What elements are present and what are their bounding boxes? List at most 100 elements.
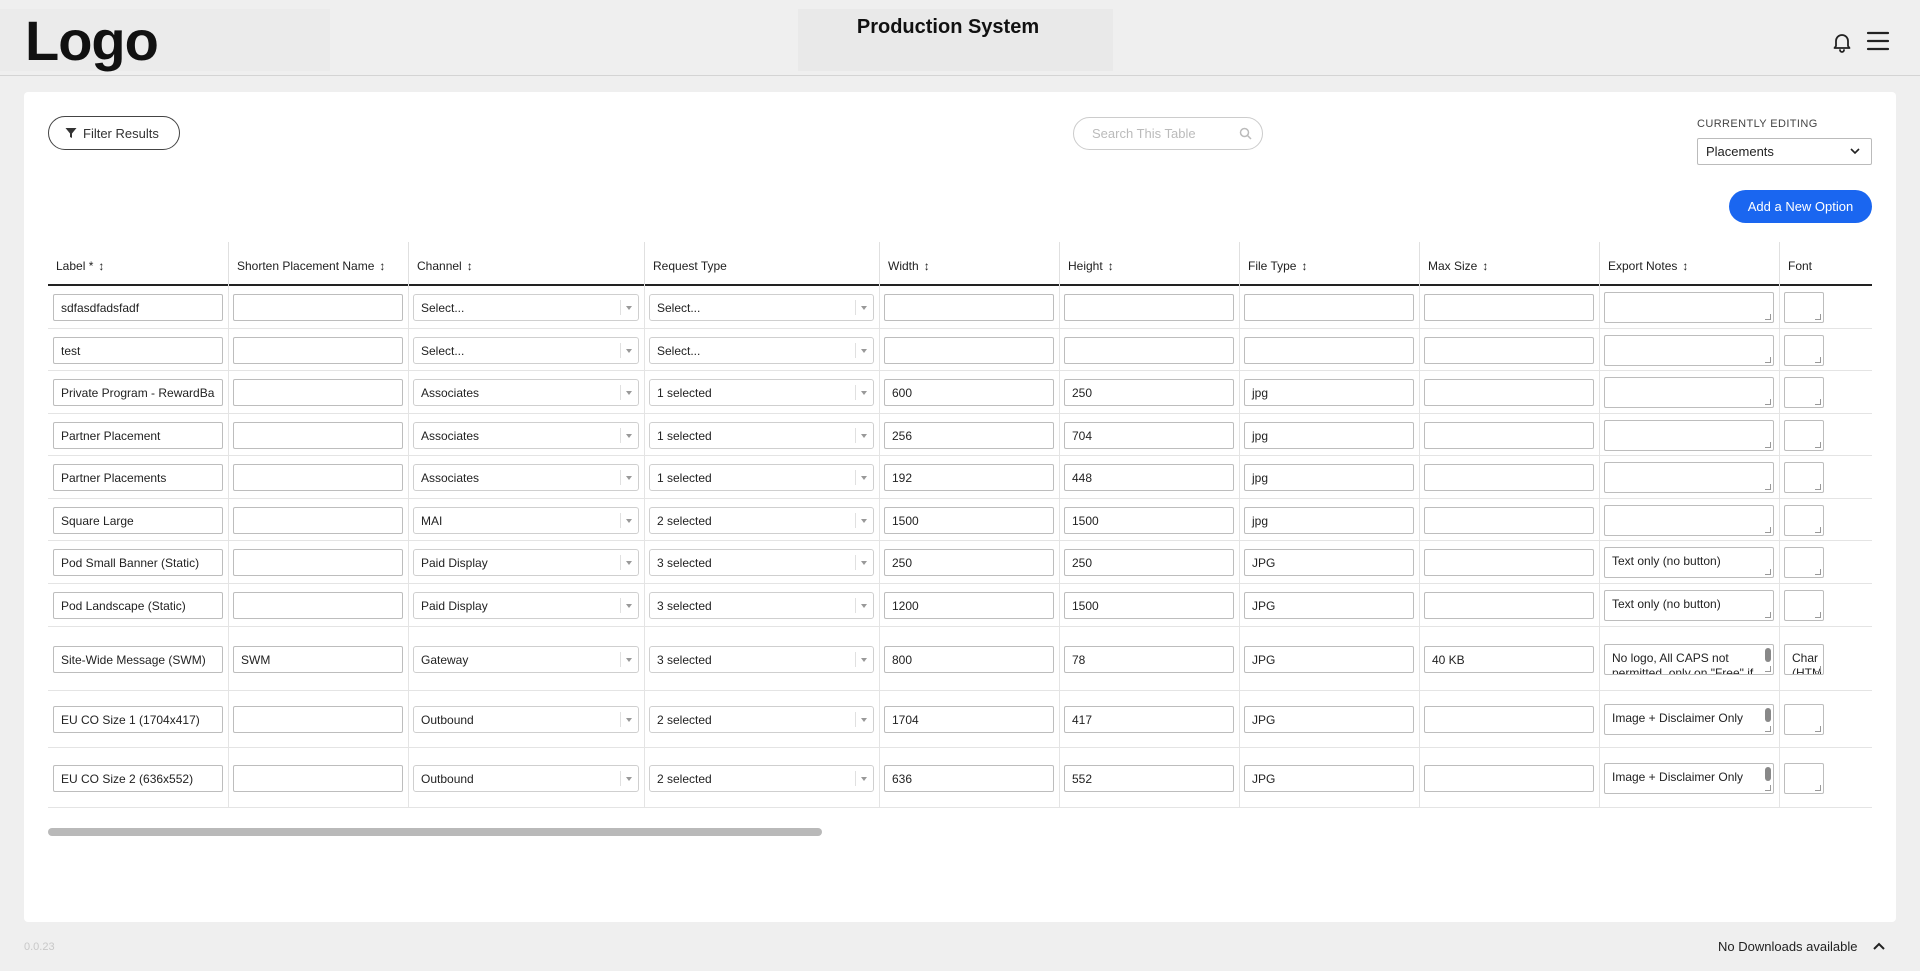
export-notes-field[interactable] (1604, 335, 1774, 366)
font-field[interactable] (1784, 704, 1824, 735)
label-field[interactable]: EU CO Size 1 (1704x417) (53, 706, 223, 733)
dropdown-arrow-icon[interactable] (861, 391, 867, 395)
dropdown-arrow-icon[interactable] (626, 434, 632, 438)
file-type-field[interactable]: jpg (1244, 507, 1414, 534)
export-notes-field[interactable] (1604, 292, 1774, 323)
label-field[interactable]: Partner Placement (53, 422, 223, 449)
font-field[interactable] (1784, 505, 1824, 536)
file-type-field[interactable]: JPG (1244, 765, 1414, 792)
dropdown-arrow-icon[interactable] (626, 658, 632, 662)
resize-handle-icon[interactable] (1765, 484, 1771, 490)
short-name-field[interactable] (233, 379, 403, 406)
label-field[interactable]: Private Program - RewardBa (53, 379, 223, 406)
max-size-field[interactable] (1424, 765, 1594, 792)
table-search[interactable] (1073, 117, 1263, 150)
short-name-field[interactable] (233, 706, 403, 733)
dropdown-arrow-icon[interactable] (861, 519, 867, 523)
request-type-field[interactable]: 3 selected (649, 592, 874, 619)
height-field[interactable]: 250 (1064, 549, 1234, 576)
column-header-file-type[interactable]: File Type ↕ (1239, 242, 1419, 286)
request-type-field[interactable]: 2 selected (649, 706, 874, 733)
file-type-field[interactable]: jpg (1244, 464, 1414, 491)
font-field[interactable]: Char (HTM (1784, 644, 1824, 675)
dropdown-arrow-icon[interactable] (861, 434, 867, 438)
short-name-field[interactable] (233, 337, 403, 364)
request-type-field[interactable]: 2 selected (649, 507, 874, 534)
channel-field[interactable]: Associates (413, 422, 639, 449)
short-name-field[interactable] (233, 592, 403, 619)
dropdown-arrow-icon[interactable] (861, 476, 867, 480)
resize-handle-icon[interactable] (1815, 527, 1821, 533)
column-header-export-notes[interactable]: Export Notes ↕ (1599, 242, 1779, 286)
dropdown-arrow-icon[interactable] (861, 777, 867, 781)
max-size-field[interactable] (1424, 507, 1594, 534)
font-field[interactable] (1784, 547, 1824, 578)
add-new-option-button[interactable]: Add a New Option (1729, 190, 1872, 223)
font-field[interactable] (1784, 763, 1824, 794)
request-type-field[interactable]: 1 selected (649, 464, 874, 491)
sort-icon[interactable]: ↕ (923, 259, 930, 273)
label-field[interactable]: EU CO Size 2 (636x552) (53, 765, 223, 792)
dropdown-arrow-icon[interactable] (626, 349, 632, 353)
channel-field[interactable]: Select... (413, 337, 639, 364)
label-field[interactable]: Pod Landscape (Static) (53, 592, 223, 619)
resize-handle-icon[interactable] (1815, 785, 1821, 791)
dropdown-arrow-icon[interactable] (861, 658, 867, 662)
dropdown-arrow-icon[interactable] (626, 604, 632, 608)
dropdown-arrow-icon[interactable] (626, 306, 632, 310)
font-field[interactable] (1784, 590, 1824, 621)
resize-handle-icon[interactable] (1765, 442, 1771, 448)
max-size-field[interactable] (1424, 592, 1594, 619)
currently-editing-select[interactable]: Placements (1697, 138, 1872, 165)
chevron-up-icon[interactable] (1872, 940, 1886, 952)
request-type-field[interactable]: Select... (649, 337, 874, 364)
width-field[interactable]: 256 (884, 422, 1054, 449)
downloads-status[interactable]: No Downloads available (1718, 939, 1858, 954)
export-notes-field[interactable] (1604, 377, 1774, 408)
channel-field[interactable]: MAI (413, 507, 639, 534)
export-notes-field[interactable]: Image + Disclaimer Only (1604, 763, 1774, 794)
textarea-scrollbar[interactable] (1765, 767, 1771, 781)
export-notes-field[interactable]: Text only (no button) (1604, 547, 1774, 578)
textarea-scrollbar[interactable] (1765, 708, 1771, 722)
channel-field[interactable]: Gateway (413, 646, 639, 673)
horizontal-scrollbar[interactable] (48, 828, 1872, 836)
width-field[interactable]: 636 (884, 765, 1054, 792)
width-field[interactable]: 192 (884, 464, 1054, 491)
width-field[interactable]: 600 (884, 379, 1054, 406)
request-type-field[interactable]: 2 selected (649, 765, 874, 792)
logo[interactable]: Logo (25, 9, 159, 72)
width-field[interactable]: 1704 (884, 706, 1054, 733)
width-field[interactable] (884, 337, 1054, 364)
channel-field[interactable]: Paid Display (413, 592, 639, 619)
sort-icon[interactable]: ↕ (1107, 259, 1114, 273)
column-header-height[interactable]: Height ↕ (1059, 242, 1239, 286)
max-size-field[interactable] (1424, 294, 1594, 321)
font-field[interactable] (1784, 377, 1824, 408)
max-size-field[interactable] (1424, 379, 1594, 406)
file-type-field[interactable]: JPG (1244, 706, 1414, 733)
file-type-field[interactable]: JPG (1244, 592, 1414, 619)
resize-handle-icon[interactable] (1765, 314, 1771, 320)
height-field[interactable]: 448 (1064, 464, 1234, 491)
short-name-field[interactable] (233, 294, 403, 321)
request-type-field[interactable]: 3 selected (649, 549, 874, 576)
dropdown-arrow-icon[interactable] (626, 476, 632, 480)
file-type-field[interactable]: jpg (1244, 422, 1414, 449)
resize-handle-icon[interactable] (1815, 357, 1821, 363)
file-type-field[interactable] (1244, 337, 1414, 364)
filter-results-button[interactable]: Filter Results (48, 116, 180, 150)
request-type-field[interactable]: 1 selected (649, 379, 874, 406)
label-field[interactable]: Site-Wide Message (SWM) (53, 646, 223, 673)
export-notes-field[interactable] (1604, 420, 1774, 451)
sort-icon[interactable]: ↕ (466, 259, 473, 273)
height-field[interactable]: 417 (1064, 706, 1234, 733)
short-name-field[interactable] (233, 507, 403, 534)
sort-icon[interactable]: ↕ (1301, 259, 1308, 273)
resize-handle-icon[interactable] (1765, 527, 1771, 533)
export-notes-field[interactable]: Image + Disclaimer Only (1604, 704, 1774, 735)
height-field[interactable]: 704 (1064, 422, 1234, 449)
resize-handle-icon[interactable] (1815, 399, 1821, 405)
column-header-max-size[interactable]: Max Size ↕ (1419, 242, 1599, 286)
sort-icon[interactable]: ↕ (379, 259, 386, 273)
